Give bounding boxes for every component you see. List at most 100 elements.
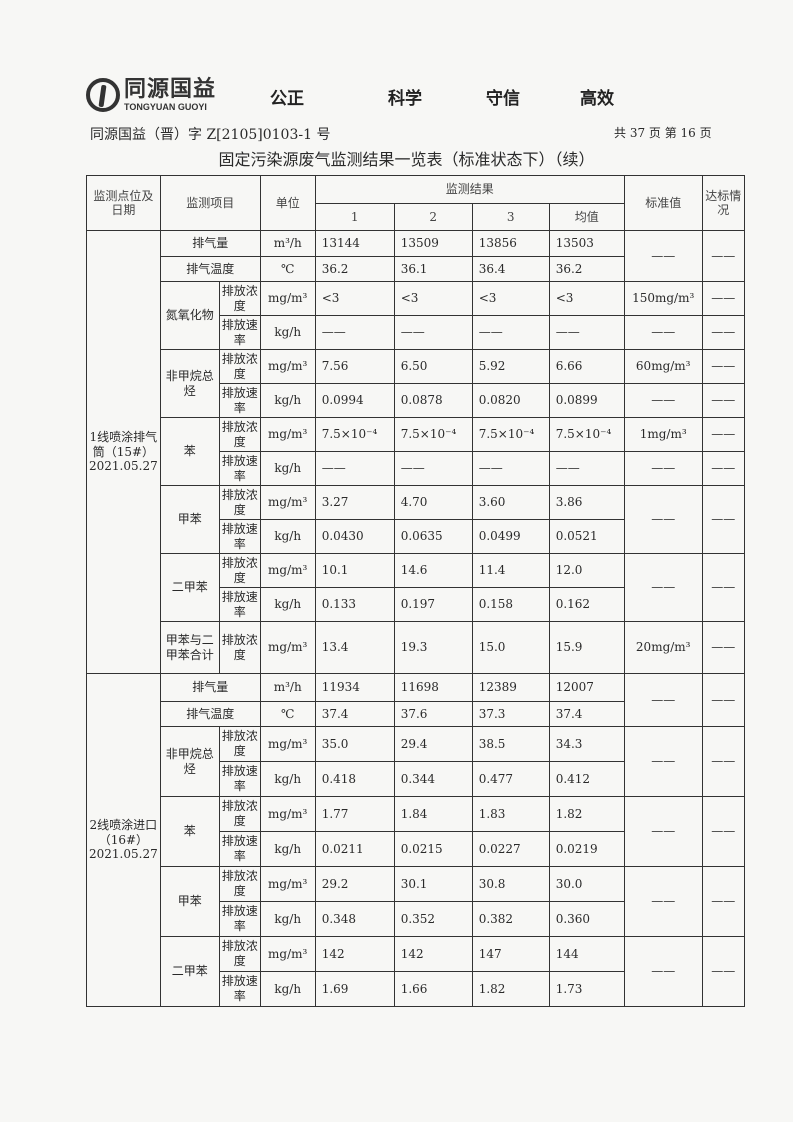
value-cell: ——: [393, 451, 473, 486]
value-cell: 30.8: [471, 866, 550, 902]
slogan-3: 守信: [486, 89, 520, 109]
item-cell: 排气量: [159, 230, 261, 257]
standard-cell: ——: [623, 315, 703, 350]
value-cell: ——: [314, 451, 395, 486]
value-cell: 3.60: [471, 485, 550, 520]
value-cell: 4.70: [393, 485, 473, 520]
table-row: 排放速率 kg/h 0.0430 0.0635 0.0499 0.0521: [87, 519, 745, 554]
item-cell: 二甲苯: [159, 553, 220, 622]
sub-item-cell: 排放浓度: [218, 621, 261, 674]
value-cell: 0.418: [314, 761, 395, 797]
value-cell: 15.0: [471, 621, 550, 674]
table-row: 二甲苯 排放浓度 mg/m³ 142 142 147 144 —— ——: [87, 936, 745, 1007]
header-item: 监测项目: [159, 175, 261, 231]
value-cell: 7.5×10⁻⁴: [471, 417, 550, 452]
header-standard: 标准值: [623, 175, 703, 231]
value-cell: 0.197: [393, 587, 473, 622]
header-unit: 单位: [259, 175, 316, 231]
table-row: 非甲烷总烃 排放浓度 mg/m³ 7.56 6.50 5.92 6.66 60mg/m³ ——: [87, 349, 745, 418]
value-cell: 29.4: [393, 726, 473, 762]
value-cell: 144: [548, 936, 625, 972]
table-row: 排放速率 kg/h 1.69 1.66 1.82 1.73: [87, 971, 745, 1007]
sub-item-cell: 排放浓度: [218, 866, 261, 902]
value-cell: 0.0499: [471, 519, 550, 554]
compliance-cell: ——: [701, 349, 745, 384]
value-cell: 1.82: [471, 971, 550, 1007]
logo-en: TONGYUAN GUOYI: [124, 101, 207, 112]
value-cell: 6.50: [393, 349, 473, 384]
table-row: 排放速率 kg/h 0.133 0.197 0.158 0.162: [87, 587, 745, 622]
sub-item-cell: 排放速率: [218, 901, 261, 937]
value-cell: 1.69: [314, 971, 395, 1007]
compliance-cell: ——: [701, 796, 745, 867]
value-cell: 13856: [471, 230, 550, 257]
item-cell: 甲苯: [159, 485, 220, 554]
compliance-cell: ——: [701, 383, 745, 418]
logo-emblem-icon: [86, 78, 120, 112]
unit-cell: kg/h: [259, 761, 316, 797]
header-col-2: 2: [393, 203, 473, 231]
value-cell: 7.56: [314, 349, 395, 384]
table-row: 1线喷涂排气筒（15#）2021.05.27 排气量 m³/h 13144 13509 1…: [86, 230, 745, 674]
standard-cell: ——: [623, 451, 703, 486]
unit-cell: mg/m³: [259, 796, 316, 832]
unit-cell: kg/h: [259, 587, 316, 622]
unit-cell: mg/m³: [259, 936, 316, 972]
sub-item-cell: 排放浓度: [218, 485, 261, 520]
value-cell: 0.0430: [314, 519, 395, 554]
compliance-cell: ——: [701, 230, 745, 282]
standard-cell: ——: [623, 936, 703, 1007]
value-cell: 0.0899: [548, 383, 625, 418]
value-cell: ——: [471, 451, 550, 486]
value-cell: <3: [471, 281, 550, 316]
sub-item-cell: 排放速率: [218, 315, 261, 350]
compliance-cell: ——: [701, 866, 745, 937]
value-cell: 13509: [393, 230, 473, 257]
item-cell: 甲苯与二甲苯合计: [159, 621, 220, 674]
value-cell: 35.0: [314, 726, 395, 762]
value-cell: 0.0878: [393, 383, 473, 418]
unit-cell: kg/h: [259, 831, 316, 867]
value-cell: 5.92: [471, 349, 550, 384]
value-cell: 0.0211: [314, 831, 395, 867]
value-cell: <3: [393, 281, 473, 316]
sub-item-cell: 排放速率: [218, 519, 261, 554]
value-cell: 3.86: [548, 485, 625, 520]
header-site: 监测点位及日期: [86, 175, 161, 231]
value-cell: 6.66: [548, 349, 625, 384]
compliance-cell: ——: [701, 485, 745, 554]
value-cell: 38.5: [471, 726, 550, 762]
unit-cell: mg/m³: [259, 621, 316, 674]
unit-cell: ℃: [259, 256, 316, 282]
value-cell: 29.2: [314, 866, 395, 902]
header-results: 监测结果: [314, 175, 625, 204]
value-cell: 7.5×10⁻⁴: [548, 417, 625, 452]
value-cell: ——: [471, 315, 550, 350]
item-cell: 非甲烷总烃: [159, 726, 220, 797]
table-row: 2线喷涂进口（16#）2021.05.27 排气量 m³/h 11934 11698 12…: [86, 673, 745, 1007]
value-cell: 13.4: [314, 621, 395, 674]
value-cell: 0.0227: [471, 831, 550, 867]
unit-cell: mg/m³: [259, 349, 316, 384]
table-title: 固定污染源废气监测结果一览表（标准状态下）（续）: [218, 150, 595, 169]
value-cell: 30.1: [393, 866, 473, 902]
table-row: 苯排放浓度 mg/m³ 1.77 1.84 1.83 1.82 —— ——: [87, 796, 745, 867]
slogan-2: 科学: [388, 89, 422, 109]
value-cell: 3.27: [314, 485, 395, 520]
table-row: 排气温度 ℃ 37.4 37.6 37.3 37.4: [87, 701, 745, 727]
value-cell: <3: [548, 281, 625, 316]
item-cell: 氮氧化物: [159, 281, 220, 350]
sub-item-cell: 排放浓度: [218, 936, 261, 972]
value-cell: 142: [314, 936, 395, 972]
value-cell: 0.133: [314, 587, 395, 622]
value-cell: 19.3: [393, 621, 473, 674]
value-cell: 0.348: [314, 901, 395, 937]
value-cell: 11934: [314, 673, 395, 702]
standard-cell: ——: [623, 796, 703, 867]
value-cell: <3: [314, 281, 395, 316]
monitoring-results-table: 监测点位及日期 监测项目 单位 监测结果 标准值 达标情况 1 2 3 均值 1…: [86, 175, 745, 1007]
table-row: 排气温度 ℃ 36.2 36.1 36.4 36.2: [87, 256, 745, 282]
value-cell: 11698: [393, 673, 473, 702]
value-cell: 1.66: [393, 971, 473, 1007]
standard-cell: ——: [623, 673, 703, 727]
